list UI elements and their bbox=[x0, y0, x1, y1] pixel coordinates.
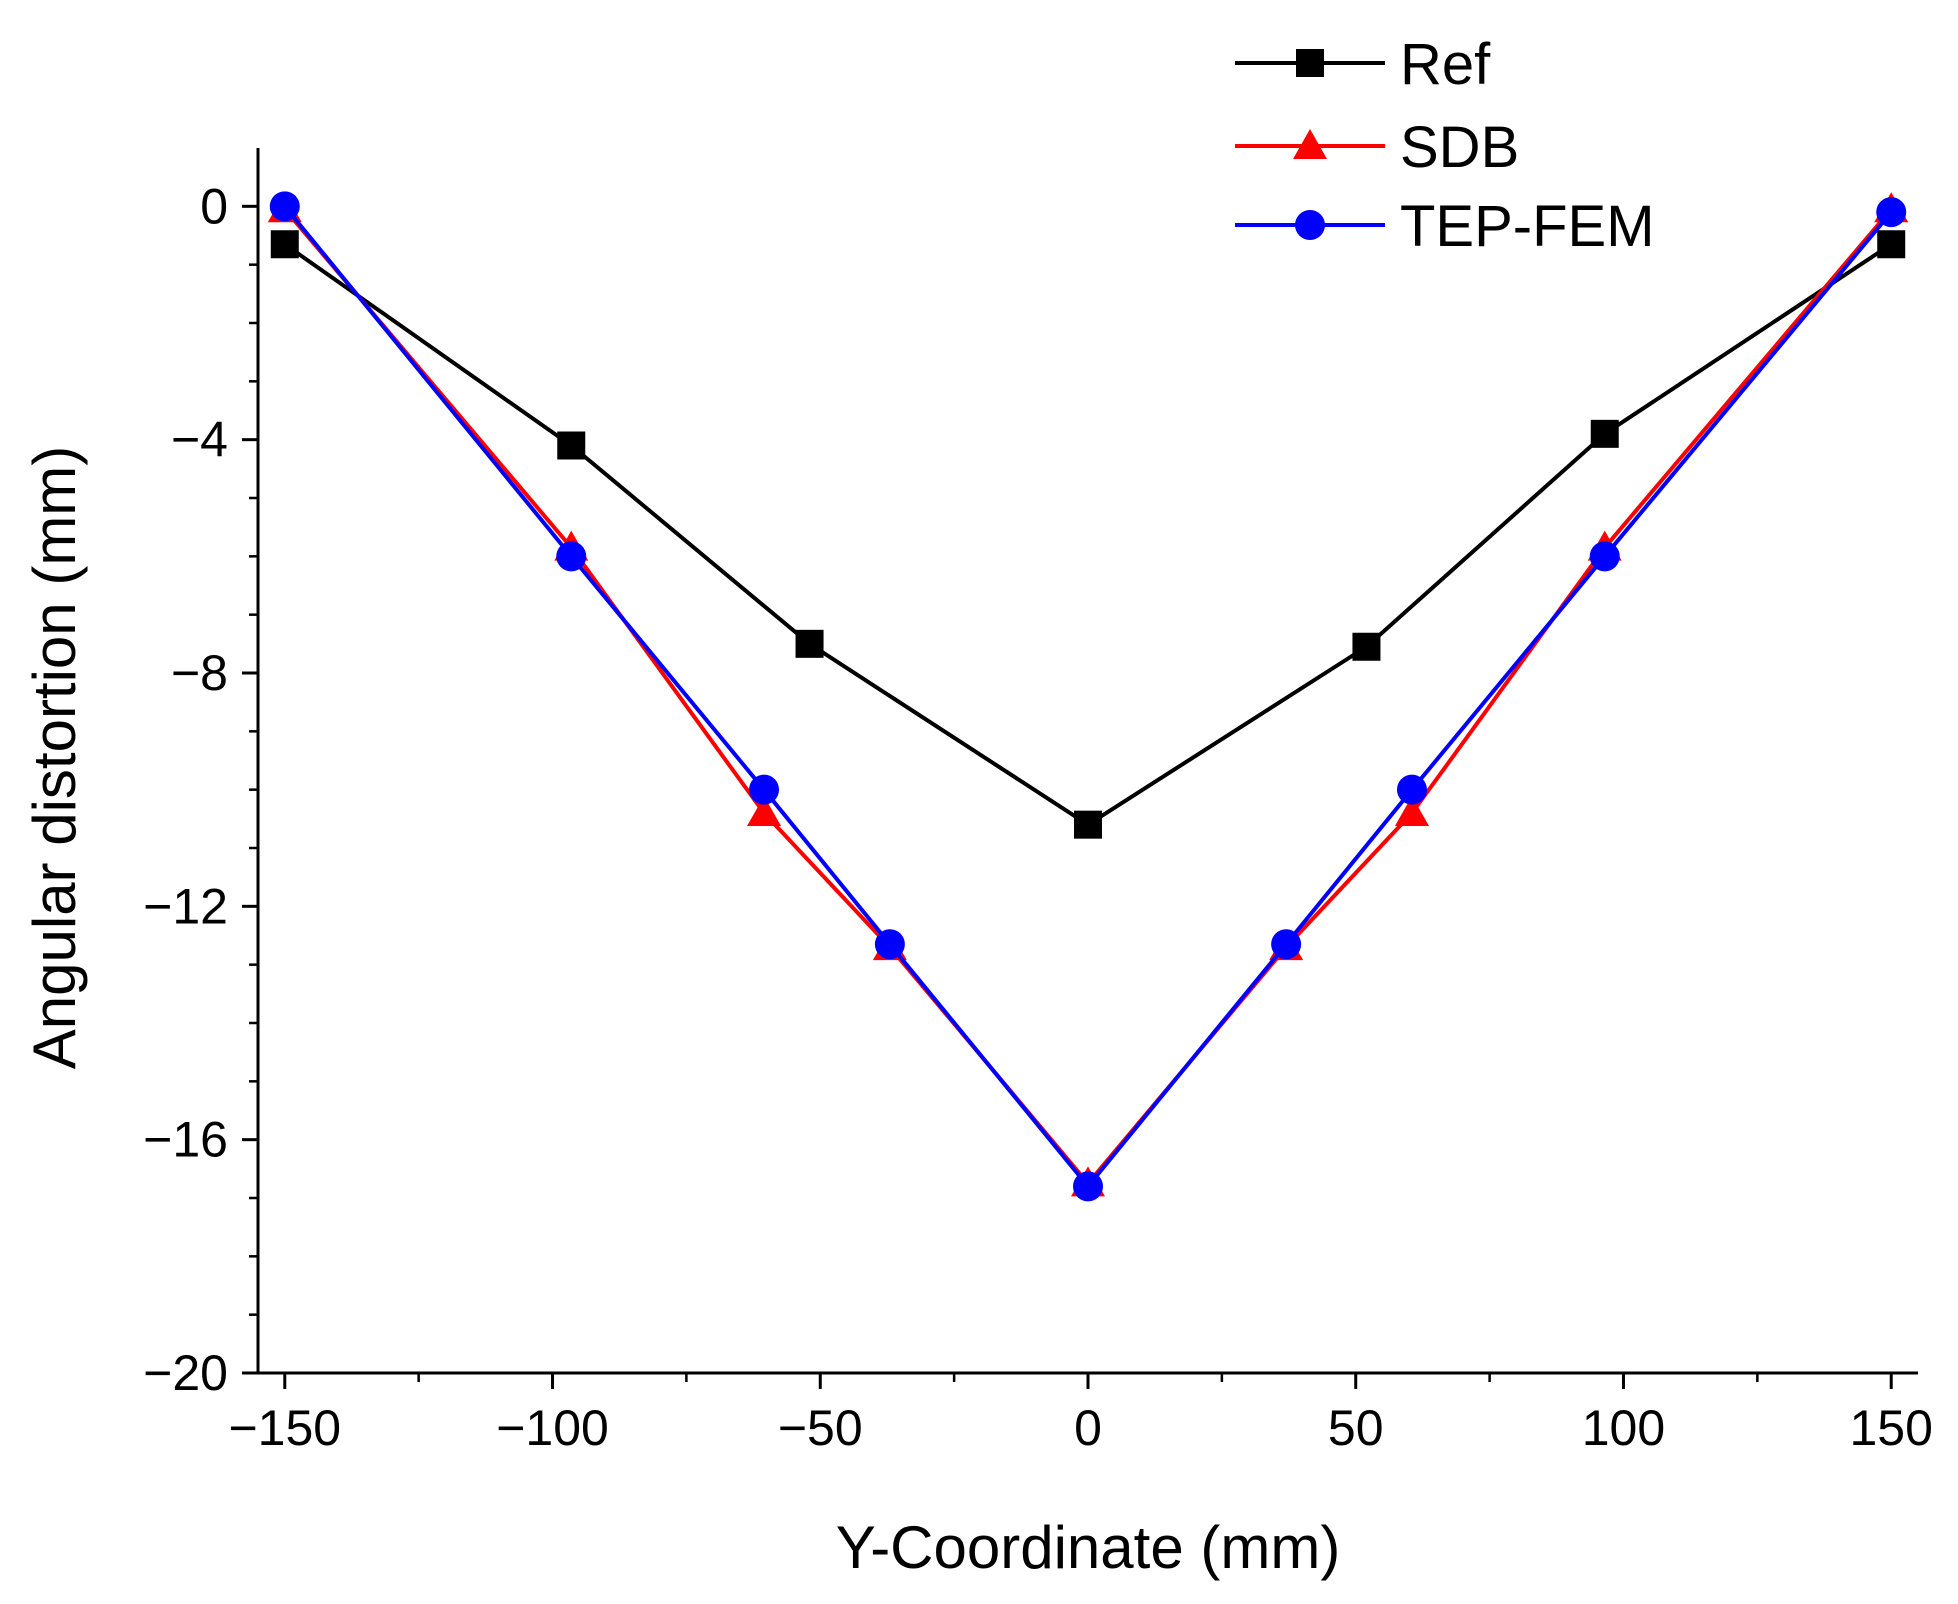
x-tick-label: 50 bbox=[1328, 1400, 1384, 1456]
data-point-ref bbox=[1352, 632, 1381, 661]
data-point-ref bbox=[557, 431, 586, 460]
series-layer bbox=[267, 191, 1909, 1202]
legend-entry-sdb: SDB bbox=[1235, 115, 1519, 180]
data-point-tep-fem bbox=[269, 191, 300, 222]
data-point-ref bbox=[1877, 230, 1906, 259]
data-point-ref bbox=[1074, 810, 1102, 839]
x-tick-label: −100 bbox=[496, 1400, 609, 1456]
legend-entry-tep-fem: TEP-FEM bbox=[1235, 194, 1655, 259]
data-point-tep-fem bbox=[1396, 774, 1427, 805]
x-tick-label: 0 bbox=[1074, 1400, 1102, 1456]
y-axis-title: Angular distortion (mm) bbox=[21, 446, 88, 1070]
axes: −150 −100 −50 0 50 100 150 0 −4 −8 −12 −16 −20 bbox=[143, 148, 1933, 1456]
y-tick-label: −8 bbox=[171, 645, 228, 701]
data-point-ref bbox=[1590, 419, 1619, 448]
x-tick-label: −50 bbox=[778, 1400, 863, 1456]
y-tick-label: −20 bbox=[143, 1345, 228, 1401]
legend-entry-ref: Ref bbox=[1235, 32, 1491, 97]
data-point-tep-fem bbox=[1589, 541, 1620, 572]
data-point-tep-fem bbox=[1876, 197, 1907, 228]
legend-label-tep-fem: TEP-FEM bbox=[1400, 194, 1655, 259]
legend-label-ref: Ref bbox=[1400, 32, 1491, 97]
series-tep-fem bbox=[269, 191, 1907, 1202]
x-tick-label: 100 bbox=[1582, 1400, 1665, 1456]
y-tick-label: −12 bbox=[143, 878, 228, 934]
y-tick-label: 0 bbox=[200, 178, 228, 234]
data-point-ref bbox=[270, 230, 299, 259]
y-tick-label: −4 bbox=[171, 412, 228, 468]
data-point-tep-fem bbox=[1271, 929, 1302, 960]
y-tick-label: −16 bbox=[143, 1112, 228, 1168]
data-point-tep-fem bbox=[1073, 1171, 1103, 1202]
data-point-sdb bbox=[747, 796, 782, 826]
legend-marker-ref bbox=[1296, 49, 1324, 77]
data-point-sdb bbox=[1394, 796, 1429, 826]
series-ref bbox=[270, 230, 1906, 839]
x-tick-label: 150 bbox=[1850, 1400, 1933, 1456]
x-axis-title: Y-Coordinate (mm) bbox=[836, 1514, 1341, 1581]
legend-label-sdb: SDB bbox=[1400, 115, 1519, 180]
x-tick-label: −150 bbox=[228, 1400, 341, 1456]
legend-marker-tep-fem bbox=[1295, 210, 1325, 240]
data-point-ref bbox=[795, 629, 824, 658]
legend-marker-sdb bbox=[1293, 129, 1327, 159]
data-point-tep-fem bbox=[874, 929, 905, 960]
data-point-tep-fem bbox=[556, 541, 587, 572]
data-point-tep-fem bbox=[749, 774, 780, 805]
legend: Ref SDB TEP-FEM bbox=[1235, 32, 1655, 259]
